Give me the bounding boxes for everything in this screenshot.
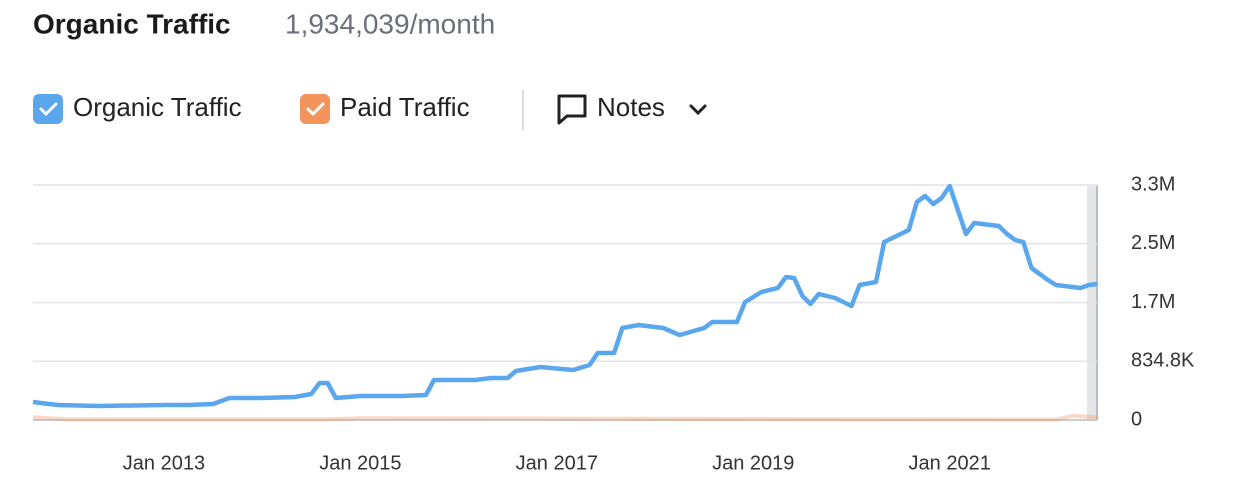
- notes-label[interactable]: Notes: [597, 92, 665, 122]
- notes-button[interactable]: Notes: [557, 92, 707, 125]
- y-tick-label: 0: [1131, 408, 1142, 430]
- x-tick-label: Jan 2013: [123, 452, 205, 474]
- chart-subtitle: 1,934,039/month: [285, 8, 495, 39]
- x-tick-label: Jan 2015: [319, 452, 401, 474]
- legend-check: [39, 102, 58, 116]
- legend-item[interactable]: Organic Traffic: [33, 92, 242, 124]
- notes-chevron: [689, 104, 707, 116]
- organic-line: [32, 183, 1098, 409]
- chart-title: Organic Traffic: [33, 8, 231, 39]
- legend-checkbox: [33, 94, 63, 124]
- y-tick-label: 2.5M: [1131, 232, 1175, 254]
- legend-item[interactable]: Paid Traffic: [300, 92, 470, 124]
- x-tick-label: Jan 2017: [516, 452, 598, 474]
- y-tick-label: 834.8K: [1131, 350, 1195, 372]
- legend-label[interactable]: Paid Traffic: [340, 92, 470, 122]
- legend-check: [306, 102, 325, 116]
- y-tick-label: 1.7M: [1131, 291, 1175, 313]
- legend-checkbox: [300, 94, 330, 124]
- y-tick-label: 3.3M: [1131, 173, 1175, 195]
- notes-icon: [557, 94, 587, 125]
- x-tick-label: Jan 2021: [909, 452, 991, 474]
- legend-label[interactable]: Organic Traffic: [73, 92, 242, 122]
- x-tick-label: Jan 2019: [712, 452, 794, 474]
- paid-line: [32, 413, 1098, 422]
